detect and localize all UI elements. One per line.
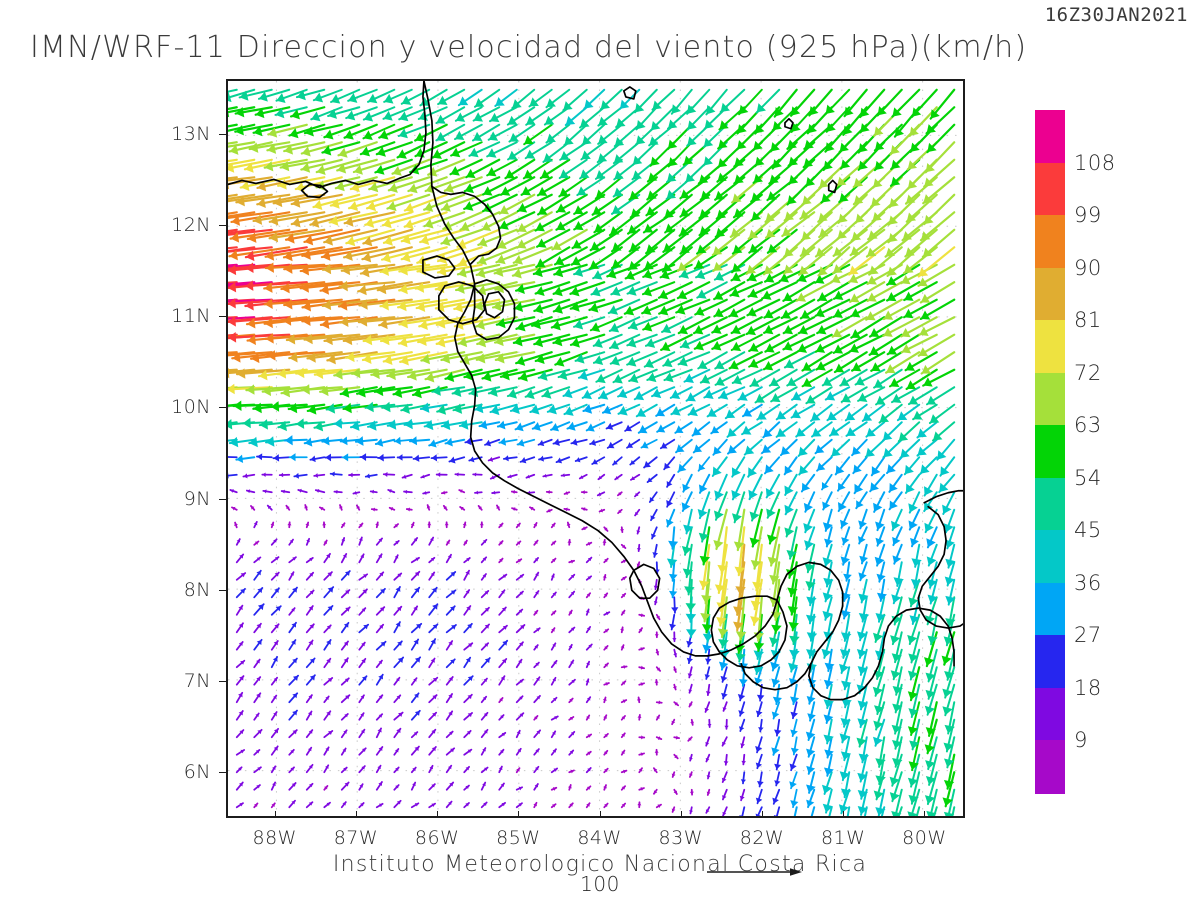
colorbar-band — [1035, 530, 1065, 584]
x-axis-label-88W: 88W — [252, 827, 297, 849]
reference-vector-label: 100 — [580, 872, 620, 896]
x-axis-label-81W: 81W — [820, 827, 866, 849]
colorbar-label-108: 108 — [1074, 150, 1116, 175]
y-axis-label-13N: 13N — [171, 122, 211, 145]
y-axis-label-12N: 12N — [171, 213, 211, 236]
x-tick-mark — [437, 811, 439, 818]
valid-time-stamp: 16Z30JAN2021 — [1044, 4, 1188, 26]
x-tick-mark — [355, 811, 357, 818]
x-axis-label-85W: 85W — [496, 827, 541, 849]
x-axis-label-86W: 86W — [414, 827, 460, 849]
colorbar-band — [1035, 110, 1065, 164]
colorbar-band — [1035, 635, 1065, 689]
colorbar-label-63: 63 — [1074, 413, 1102, 438]
y-tick-mark — [219, 224, 226, 226]
colorbar-label-45: 45 — [1074, 518, 1102, 543]
colorbar-label-72: 72 — [1074, 360, 1102, 385]
wind-vector-field — [228, 88, 956, 816]
wind-speed-colorbar[interactable] — [1035, 110, 1065, 794]
colorbar-label-54: 54 — [1074, 465, 1102, 490]
x-axis-label-84W: 84W — [577, 827, 622, 849]
colorbar-label-99: 99 — [1074, 203, 1102, 228]
colorbar-label-90: 90 — [1074, 255, 1102, 280]
y-tick-mark — [219, 316, 226, 318]
y-axis-label-11N: 11N — [171, 305, 211, 328]
colorbar-band — [1035, 687, 1065, 742]
x-axis-label-80W: 80W — [902, 827, 947, 849]
x-tick-mark — [924, 811, 926, 818]
y-tick-mark — [219, 681, 226, 683]
colorbar-label-81: 81 — [1074, 308, 1102, 333]
y-tick-mark — [219, 407, 226, 409]
colorbar-band — [1035, 320, 1065, 374]
y-tick-mark — [219, 772, 226, 774]
page-title: IMN/WRF-11 Direccion y velocidad del vie… — [30, 30, 1028, 65]
map-plot-area[interactable] — [226, 79, 965, 818]
x-tick-mark — [274, 811, 276, 818]
colorbar-band — [1035, 740, 1065, 794]
x-axis-label-82W: 82W — [739, 827, 785, 849]
colorbar-band — [1035, 582, 1065, 636]
x-axis-label-87W: 87W — [333, 827, 379, 849]
y-axis-label-10N: 10N — [171, 396, 211, 419]
y-axis-label-6N: 6N — [183, 761, 211, 784]
x-tick-mark — [518, 811, 520, 818]
colorbar-label-18: 18 — [1074, 675, 1102, 700]
coastline-overlay — [228, 81, 963, 701]
x-tick-mark — [599, 811, 601, 818]
colorbar-band — [1035, 162, 1065, 216]
colorbar-band — [1035, 425, 1065, 479]
y-tick-mark — [219, 498, 226, 500]
y-axis-label-7N: 7N — [183, 670, 211, 693]
colorbar-label-27: 27 — [1074, 623, 1102, 648]
y-tick-mark — [219, 133, 226, 135]
colorbar-band — [1035, 477, 1065, 531]
colorbar-band — [1035, 372, 1065, 426]
x-tick-mark — [680, 811, 682, 818]
colorbar-label-9: 9 — [1074, 728, 1088, 753]
x-tick-mark — [761, 811, 763, 818]
footer-credit: Instituto Meteorologico Nacional Costa R… — [332, 852, 868, 877]
y-axis-label-8N: 8N — [183, 578, 211, 601]
reference-vector-arrow — [707, 868, 802, 876]
x-tick-mark — [843, 811, 845, 818]
colorbar-band — [1035, 267, 1065, 321]
colorbar-band — [1035, 215, 1065, 269]
y-axis-label-9N: 9N — [183, 487, 211, 510]
y-tick-mark — [219, 589, 226, 591]
colorbar-label-36: 36 — [1074, 570, 1102, 595]
x-axis-label-83W: 83W — [658, 827, 703, 849]
